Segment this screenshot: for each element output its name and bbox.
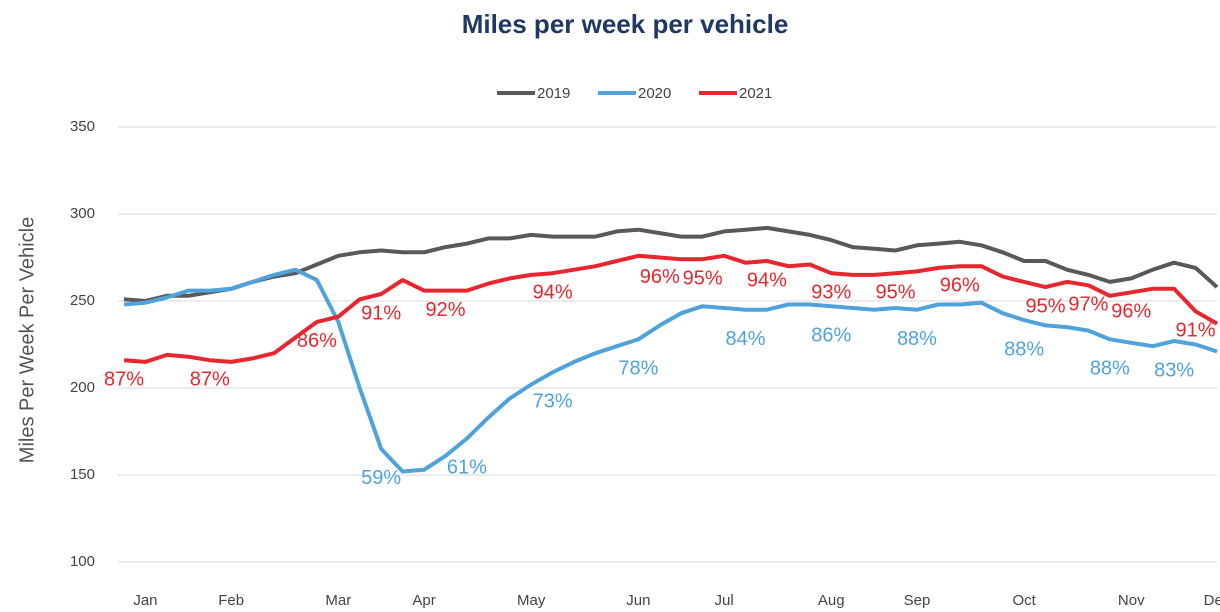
data-label: 91% (361, 302, 401, 324)
x-tick-label: Mar (325, 592, 351, 609)
data-label: 78% (618, 358, 658, 380)
data-label: 92% (425, 299, 465, 321)
y-tick-label: 150 (70, 466, 95, 483)
data-label: 86% (811, 325, 851, 347)
x-tick-label: Feb (218, 592, 244, 609)
data-label: 97% (1068, 294, 1108, 316)
x-tick-label: May (517, 592, 546, 609)
data-label: 91% (1176, 320, 1216, 342)
y-tick-label: 250 (70, 292, 95, 309)
x-tick-label: Oct (1012, 592, 1036, 609)
data-label: 88% (1004, 338, 1044, 360)
data-label: 87% (190, 368, 230, 390)
data-label: 86% (297, 330, 337, 352)
x-tick-label: Jun (626, 592, 650, 609)
data-label: 84% (725, 328, 765, 350)
data-label: 59% (361, 467, 401, 489)
data-label: 95% (683, 268, 723, 290)
y-tick-label: 300 (70, 205, 95, 222)
legend-label: 2021 (739, 85, 772, 102)
data-label: 87% (104, 368, 144, 390)
data-label: 88% (1090, 358, 1130, 380)
data-label: 96% (1111, 301, 1151, 323)
y-axis-label: Miles Per Week Per Vehicle (16, 217, 38, 463)
chart-title: Miles per week per vehicle (462, 9, 789, 39)
series-line (123, 253, 1218, 364)
data-label: 88% (897, 328, 937, 350)
data-label: 95% (1026, 295, 1066, 317)
data-label: 93% (811, 281, 851, 303)
data-label: 73% (533, 391, 573, 413)
data-label: 96% (940, 274, 980, 296)
data-label: 94% (533, 281, 573, 303)
data-label: 83% (1154, 359, 1194, 381)
y-tick-label: 350 (70, 118, 95, 135)
series-line (123, 267, 1218, 474)
x-tick-label: Apr (412, 592, 435, 609)
y-tick-label: 200 (70, 379, 95, 396)
data-label: 94% (747, 269, 787, 291)
data-label: 96% (640, 266, 680, 288)
x-tick-label: Nov (1118, 592, 1145, 609)
y-tick-label: 100 (70, 553, 95, 570)
legend-label: 2020 (638, 85, 671, 102)
legend-label: 2019 (537, 85, 570, 102)
x-tick-label: Sep (904, 592, 931, 609)
data-label: 95% (876, 281, 916, 303)
x-tick-label: Dec (1204, 592, 1220, 609)
x-tick-label: Jan (133, 592, 157, 609)
x-tick-label: Aug (818, 592, 845, 609)
x-tick-label: Jul (714, 592, 733, 609)
data-label: 61% (447, 457, 487, 479)
series-line (123, 225, 1219, 303)
